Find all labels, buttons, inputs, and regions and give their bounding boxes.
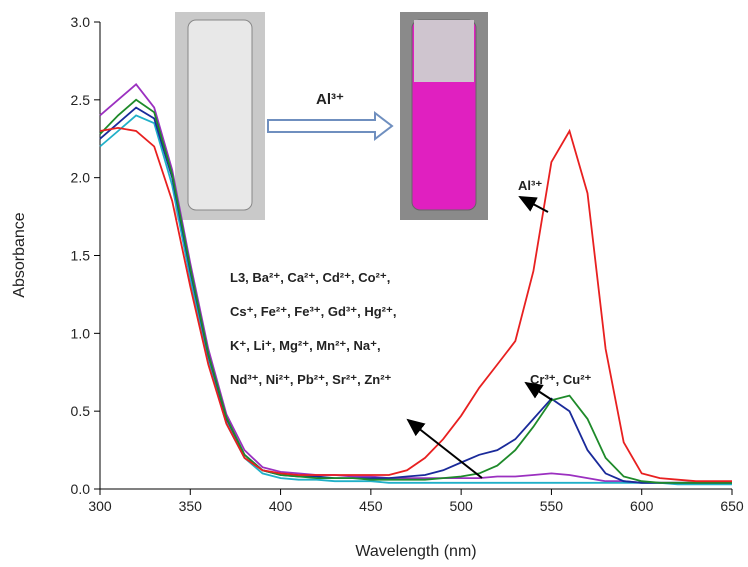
x-axis-label: Wavelength (nm) (355, 543, 476, 560)
x-tick-label: 400 (269, 498, 293, 514)
annotation: Cr³⁺, Cu²⁺ (530, 372, 592, 387)
x-tick-label: 300 (88, 498, 112, 514)
annotation: K⁺, Li⁺, Mg²⁺, Mn²⁺, Na⁺, (230, 338, 381, 353)
annotation: Cs⁺, Fe²⁺, Fe³⁺, Gd³⁺, Hg²⁺, (230, 304, 396, 319)
y-axis-label: Absorbance (11, 212, 28, 297)
y-tick-label: 2.0 (71, 170, 91, 186)
inset-images: Al³⁺ (175, 12, 488, 220)
x-tick-label: 550 (540, 498, 564, 514)
annotation: Al³⁺ (518, 178, 542, 193)
vial-top (414, 20, 474, 82)
y-tick-label: 1.0 (71, 325, 91, 341)
inset-arrow (268, 113, 392, 139)
vial (188, 20, 252, 210)
x-tick-label: 650 (720, 498, 744, 514)
chart: Al³⁺ Wavelength (nm) Absorbance 0.0 0.5 1.… (0, 0, 748, 567)
y-tick-label: 3.0 (71, 14, 91, 30)
inset-label: Al³⁺ (316, 91, 344, 108)
y-tick-label: 2.5 (71, 92, 91, 108)
y-tick-label: 1.5 (71, 248, 91, 264)
annotation: Nd³⁺, Ni²⁺, Pb²⁺, Sr²⁺, Zn²⁺ (230, 372, 392, 387)
y-tick-label: 0.5 (71, 403, 91, 419)
x-tick-label: 350 (179, 498, 203, 514)
x-tick-label: 600 (630, 498, 654, 514)
x-tick-label: 500 (449, 498, 473, 514)
x-tick-label: 450 (359, 498, 383, 514)
annotation: L3, Ba²⁺, Ca²⁺, Cd²⁺, Co²⁺, (230, 270, 390, 285)
y-tick-label: 0.0 (71, 481, 91, 497)
